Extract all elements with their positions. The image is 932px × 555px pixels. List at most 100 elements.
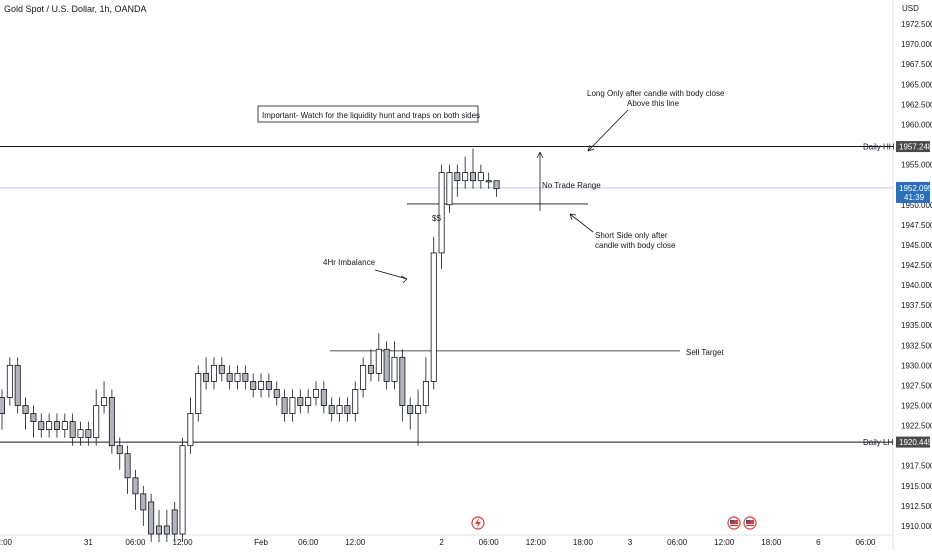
candle-body [0,397,5,414]
candle-body [477,172,484,182]
candle[interactable] [0,389,5,430]
candle[interactable] [22,397,29,430]
candle[interactable] [305,389,312,414]
candle[interactable] [312,381,319,406]
candle[interactable] [187,397,194,454]
candle[interactable] [179,437,186,543]
candle-body [422,381,429,406]
candle-body [250,381,257,390]
y-tick-label: 1927.500 [901,381,932,390]
candle[interactable] [415,389,422,446]
candle[interactable] [297,389,304,414]
candle[interactable] [336,397,343,422]
candle[interactable] [210,357,217,390]
long-note-arrowhead [587,144,595,152]
candle[interactable] [69,413,76,446]
candle[interactable] [6,357,13,406]
candle[interactable] [171,501,178,543]
important-note-box[interactable] [257,105,479,123]
candle[interactable] [53,413,60,438]
candle[interactable] [108,389,115,454]
candle-body [446,172,453,206]
candle[interactable] [469,148,476,189]
candle[interactable] [265,373,272,398]
candle[interactable] [195,365,202,422]
candle[interactable] [391,341,398,390]
candle-body [265,381,272,390]
daily-hh-label: Daily HH [863,143,895,152]
candle-body [312,389,319,398]
candle[interactable] [234,365,241,390]
candle[interactable] [85,421,92,446]
candle[interactable] [485,172,492,189]
candle[interactable] [462,156,469,189]
candle-body [101,397,108,406]
candle[interactable] [93,389,100,446]
candle-body [485,180,492,183]
candle[interactable] [250,373,257,398]
candle[interactable] [38,413,45,438]
candle[interactable] [328,397,335,422]
candle[interactable] [155,509,162,543]
candle-body [69,421,76,439]
candle[interactable] [163,509,170,543]
candle-body [203,372,210,382]
candle[interactable] [360,357,367,398]
candle-body [305,397,312,406]
y-tick-label: 1960.000 [901,120,932,129]
lightning-icon[interactable] [471,516,485,530]
candle[interactable] [273,381,280,406]
svg-text:1920.445: 1920.445 [899,438,932,447]
candle[interactable] [407,397,414,430]
candle[interactable] [77,421,84,446]
candle[interactable] [352,381,359,422]
candle[interactable] [203,357,210,390]
candle[interactable] [454,164,461,197]
candle[interactable] [430,236,437,390]
candle[interactable] [344,397,351,422]
candle-body [273,389,280,398]
y-tick-label: 1970.000 [901,40,932,49]
candle[interactable] [124,445,131,494]
candle-body [77,429,84,439]
candle-body [430,252,437,382]
candle-body [375,348,382,374]
candle[interactable] [148,493,155,543]
candle[interactable] [422,357,429,414]
candle-body [399,356,406,406]
candle-body [116,445,123,455]
candle-body [210,364,217,382]
candle[interactable] [438,164,445,269]
candle[interactable] [242,365,249,390]
candle[interactable] [446,164,453,213]
candle[interactable] [383,341,390,390]
candle[interactable] [320,381,327,414]
candle[interactable] [367,349,374,382]
candle[interactable] [116,437,123,470]
candle[interactable] [101,381,108,414]
candle[interactable] [281,389,288,422]
candle[interactable] [226,365,233,390]
candle[interactable] [375,333,382,382]
svg-text:1957.248: 1957.248 [899,143,932,152]
candle[interactable] [140,485,147,526]
candle[interactable] [30,405,37,438]
y-tick-label: 1962.500 [901,100,932,109]
short-note-arrowhead [569,213,577,221]
candle[interactable] [14,357,21,414]
us-flag-icon[interactable] [727,516,741,530]
candle[interactable] [61,413,68,438]
candle[interactable] [258,373,265,398]
candle[interactable] [477,164,484,189]
candle-body [367,364,374,374]
candle[interactable] [493,180,500,197]
candle-body [61,421,68,431]
candle[interactable] [218,357,225,382]
candle[interactable] [132,469,139,510]
candle[interactable] [399,349,406,422]
candle[interactable] [289,389,296,422]
candle[interactable] [46,413,53,438]
us-flag-icon[interactable] [743,516,757,530]
